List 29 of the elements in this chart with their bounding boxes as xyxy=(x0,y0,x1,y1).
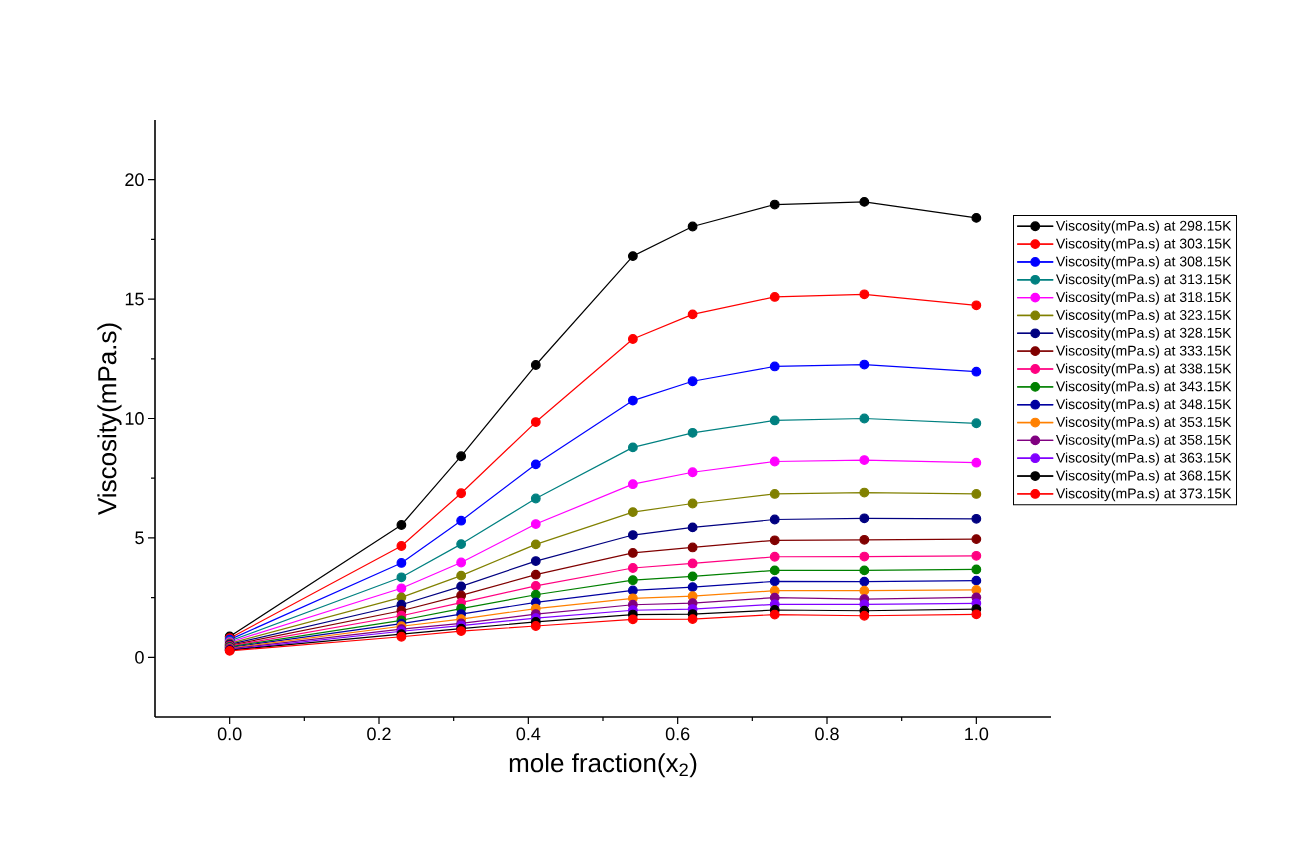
y-tick-label: 10 xyxy=(125,412,144,425)
x-axis-title: mole fraction(x$_{2}$) xyxy=(509,753,697,778)
y-tick-label: 15 xyxy=(125,292,144,306)
y-tick-label: 0 xyxy=(135,650,144,664)
y-tick-label: 20 xyxy=(125,173,144,187)
legend-label: Viscosity(mPa.s) at 358.15K xyxy=(1055,434,1232,448)
x-tick-label: 0.4 xyxy=(516,727,541,741)
y-tick-label: 5 xyxy=(135,531,144,545)
legend-label: Viscosity(mPa.s) at 343.15K xyxy=(1055,381,1232,395)
legend-label: Viscosity(mPa.s) at 313.15K xyxy=(1055,273,1232,287)
x-tick-label: 1.0 xyxy=(965,727,989,741)
x-tick-label: 0.0 xyxy=(217,727,242,741)
legend-label: Viscosity(mPa.s) at 318.15K xyxy=(1055,291,1232,305)
legend-label: Viscosity(mPa.s) at 298.15K xyxy=(1055,220,1232,234)
legend-label: Viscosity(mPa.s) at 323.15K xyxy=(1055,309,1232,323)
legend-label: Viscosity(mPa.s) at 353.15K xyxy=(1055,416,1232,430)
legend-label: Viscosity(mPa.s) at 373.15K xyxy=(1055,488,1232,502)
y-axis-title: Viscosity(mPa.s) xyxy=(97,323,122,515)
x-tick-label: 0.2 xyxy=(367,727,391,741)
x-tick-label: 0.8 xyxy=(815,727,839,741)
legend-label: Viscosity(mPa.s) at 363.15K xyxy=(1055,452,1232,466)
legend-label: Viscosity(mPa.s) at 308.15K xyxy=(1055,256,1232,270)
legend-label: Viscosity(mPa.s) at 338.15K xyxy=(1055,363,1232,377)
legend-label: Viscosity(mPa.s) at 333.15K xyxy=(1055,345,1232,359)
legend-label: Viscosity(mPa.s) at 368.15K xyxy=(1055,470,1232,484)
legend-label: Viscosity(mPa.s) at 303.15K xyxy=(1055,238,1232,252)
x-tick-label: 0.6 xyxy=(665,727,690,741)
legend-label: Viscosity(mPa.s) at 348.15K xyxy=(1055,398,1232,412)
legend-label: Viscosity(mPa.s) at 328.15K xyxy=(1055,327,1232,341)
